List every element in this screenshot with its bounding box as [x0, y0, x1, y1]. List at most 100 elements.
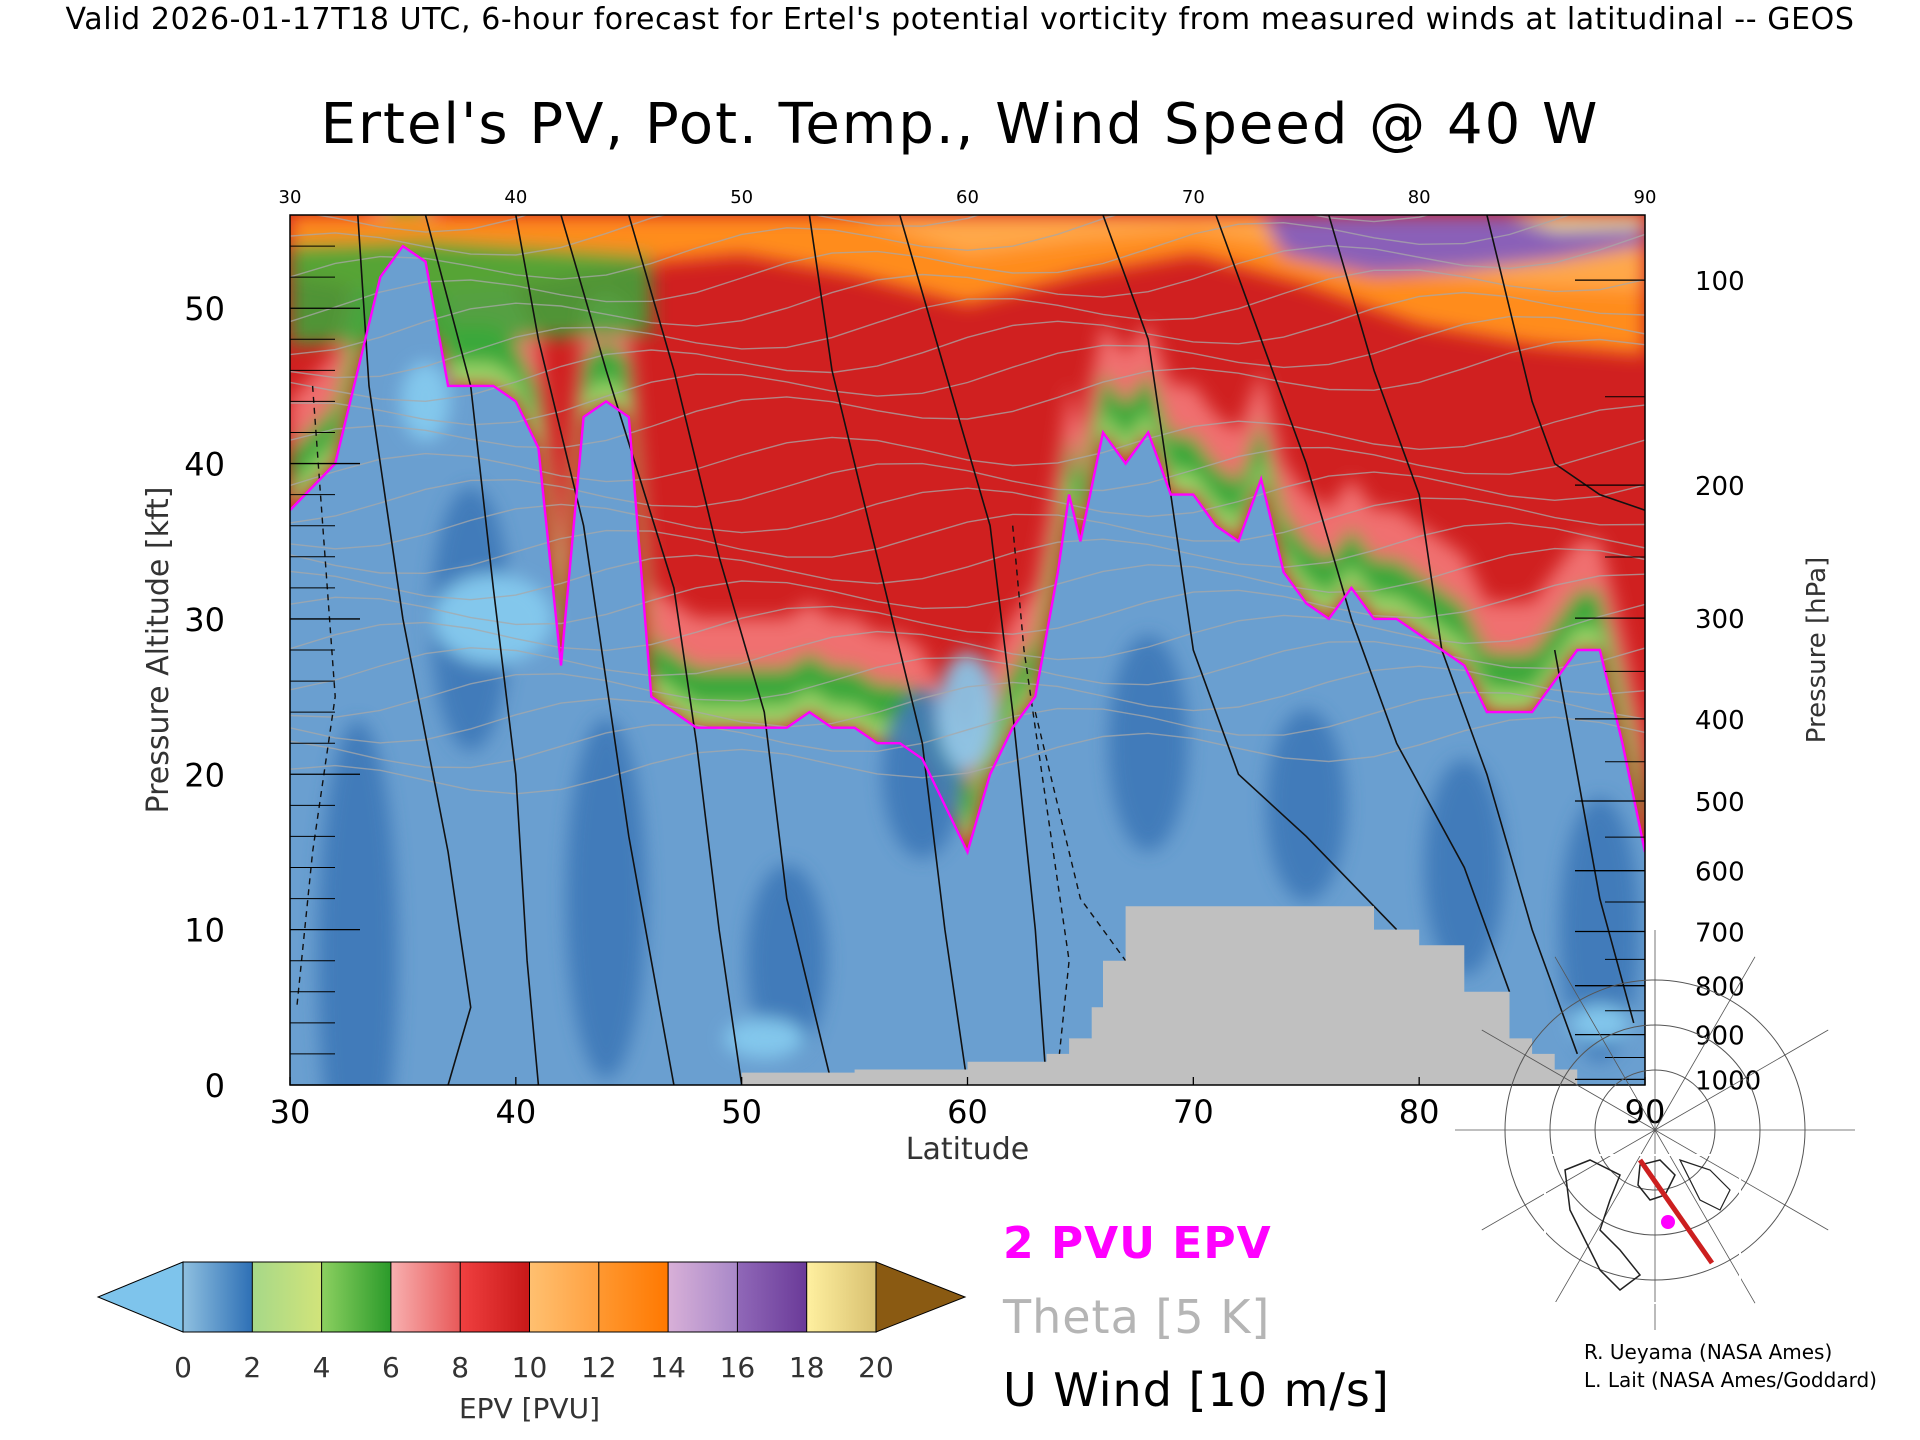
wind-dashed-0 — [296, 385, 336, 1008]
light-blue-patch-3 — [937, 652, 998, 773]
colorbar-segment-7 — [667, 1261, 739, 1333]
p-axis-label: Pressure [hPa] — [1802, 557, 1832, 744]
p-tick-label-300: 300 — [1695, 605, 1745, 635]
p-tick-label-400: 400 — [1695, 706, 1745, 736]
x-top-tick-label-50: 50 — [730, 187, 753, 208]
inset-meridian-60 — [1654, 1129, 1756, 1304]
theta-contour-18 — [290, 215, 1431, 280]
p-tick-label-500: 500 — [1695, 788, 1745, 818]
theta-contour-11 — [290, 404, 1645, 487]
layer-green-upper — [290, 240, 652, 345]
colorbar-tick-0: 0 — [174, 1351, 192, 1384]
colorbar-segment-5 — [529, 1261, 600, 1333]
x-top-tick-label-40: 40 — [504, 187, 527, 208]
y-tick-label-10: 10 — [184, 912, 225, 950]
dark-blue-patch-6 — [1266, 709, 1347, 902]
colorbar-tick-20: 20 — [858, 1351, 894, 1384]
dark-blue-patch-5 — [1108, 635, 1189, 852]
wind-dashed-1 — [1012, 525, 1070, 1070]
theta-contour-6 — [290, 547, 1645, 626]
wind-contour-2 — [515, 215, 675, 1085]
colorbar-segment-9 — [806, 1261, 878, 1333]
theta-contour-23 — [290, 29, 1645, 157]
inset-meridian-240 — [1554, 956, 1656, 1131]
inset-background — [1545, 1155, 1740, 1303]
colorbar-under-arrow — [96, 1261, 184, 1333]
inset-meridian-30 — [1654, 1129, 1829, 1231]
x-top-tick-label-90: 90 — [1634, 187, 1657, 208]
theta-contour-16 — [290, 233, 1645, 356]
theta-contour-12 — [290, 338, 1645, 449]
terrain-shape — [741, 906, 1578, 1085]
x-top-tick-label-60: 60 — [956, 187, 979, 208]
theta-contour-4 — [290, 603, 1645, 691]
colorbar-tick-6: 6 — [382, 1351, 400, 1384]
legend-epv: 2 PVU EPV — [1003, 1218, 1272, 1269]
theta-contour-7 — [290, 522, 1645, 601]
theta-contour-22 — [290, 71, 1645, 185]
y-axis-label: Pressure Altitude [kft] — [141, 487, 176, 814]
valid-time-line: Valid 2026-01-17T18 UTC, 6-hour forecast… — [65, 2, 1855, 37]
theta-contour-3 — [290, 640, 1645, 718]
x-top-tick-label-80: 80 — [1408, 187, 1431, 208]
wind-contour-6 — [899, 215, 1048, 1085]
theta-contour-9 — [290, 471, 1645, 550]
wind-contour-11 — [1553, 649, 1635, 1024]
inset-position-marker — [1661, 1215, 1675, 1229]
inset-frame — [1544, 1154, 1741, 1304]
y-tick-label-30: 30 — [184, 601, 225, 639]
wind-contour-1 — [424, 215, 540, 1085]
theta-contour-13 — [290, 315, 1645, 426]
inset-coast-america — [1564, 1159, 1642, 1291]
theta-contour-24 — [290, 1, 1645, 114]
colorbar-segment-3 — [390, 1261, 462, 1333]
wind-contour-7 — [1102, 215, 1398, 931]
wind-contour-0 — [357, 215, 472, 1085]
chart-title: Ertel's PV, Pot. Temp., Wind Speed @ 40 … — [320, 92, 1600, 157]
colorbar-tick-12: 12 — [581, 1351, 617, 1384]
inset-meridian-300 — [1654, 956, 1756, 1131]
theta-contour-26 — [290, 0, 1645, 62]
pv-2-line — [290, 244, 1645, 856]
colorbar-over-arrow — [875, 1261, 967, 1333]
colorbar-tick-18: 18 — [789, 1351, 825, 1384]
theta-contour-17 — [290, 215, 1572, 323]
theta-contour-5 — [290, 573, 1645, 652]
x-tick-label-30: 30 — [270, 1093, 311, 1131]
inset-coast-europe — [1678, 1158, 1731, 1211]
wind-contour-4 — [628, 215, 833, 1085]
colorbar-tick-8: 8 — [451, 1351, 469, 1384]
inset-section-track — [1637, 1158, 1715, 1265]
theta-contour-19 — [290, 215, 981, 256]
x-tick-label-50: 50 — [721, 1093, 762, 1131]
theta-contour-27 — [290, 0, 1645, 39]
p-tick-label-200: 200 — [1695, 472, 1745, 502]
dark-blue-patch-2 — [566, 718, 647, 1079]
credit-line-2: L. Lait (NASA Ames/Goddard) — [1584, 1368, 1877, 1392]
wind-contour-3 — [560, 215, 743, 1085]
p-tick-label-100: 100 — [1695, 267, 1745, 297]
light-blue-patch-1 — [724, 1018, 805, 1059]
layer-purple — [1261, 215, 1645, 275]
y-tick-label-40: 40 — [184, 446, 225, 484]
stratosphere-layers — [290, 215, 1645, 852]
light-blue-patch-4 — [1569, 1004, 1630, 1041]
theta-contour-0 — [290, 716, 1645, 795]
x-top-tick-label-70: 70 — [1182, 187, 1205, 208]
x-tick-label-60: 60 — [947, 1093, 988, 1131]
legend-theta: Theta [5 K] — [1003, 1290, 1271, 1344]
colorbar-segment-2 — [321, 1261, 392, 1333]
wind-contour-8 — [1215, 215, 1511, 993]
wind-contour-10 — [1486, 215, 1645, 511]
theta-contour-2 — [290, 665, 1645, 744]
p-tick-label-600: 600 — [1695, 858, 1745, 888]
colorbar-segment-0 — [182, 1261, 254, 1333]
colorbar-segment-1 — [251, 1261, 323, 1333]
dark-blue-patch-0 — [317, 720, 398, 1085]
x-axis-label: Latitude — [906, 1132, 1029, 1167]
p-tick-label-1000: 1000 — [1695, 1066, 1761, 1096]
x-tick-label-40: 40 — [495, 1093, 536, 1131]
p-tick-label-700: 700 — [1695, 919, 1745, 949]
theta-contour-10 — [290, 439, 1645, 524]
